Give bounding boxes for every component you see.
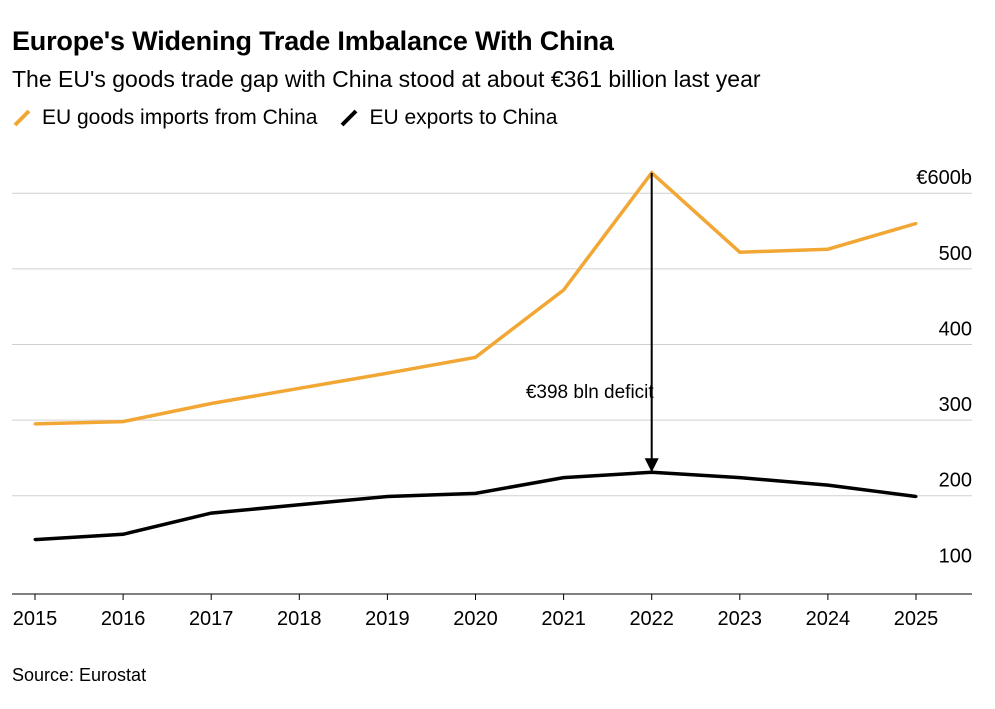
x-tick-label-2021: 2021: [541, 608, 586, 630]
imports-point-2020: [474, 355, 477, 359]
exports-point-2016: [121, 532, 125, 536]
imports-point-2021: [562, 288, 566, 292]
series-lines: [33, 170, 918, 542]
x-tick-label-2019: 2019: [365, 608, 410, 630]
imports-point-2023: [738, 250, 742, 254]
x-tick-label-2016: 2016: [101, 608, 146, 630]
exports-point-2021: [562, 476, 566, 480]
y-tick-label-600: €600b: [916, 167, 972, 189]
x-tick-label-2023: 2023: [718, 608, 763, 630]
exports-point-2017: [209, 511, 213, 515]
x-tick-label-2022: 2022: [629, 608, 674, 630]
deficit-annotation: €398 bln deficit: [526, 172, 659, 473]
chart-subtitle: The EU's goods trade gap with China stoo…: [12, 66, 761, 92]
legend-item-imports: EU goods imports from China: [12, 106, 317, 130]
y-tick-label-200: 200: [939, 470, 972, 492]
x-tick-label-2015: 2015: [13, 608, 58, 630]
y-tick-label-400: 400: [939, 318, 972, 340]
y-tick-label-500: 500: [939, 243, 972, 265]
legend-label-imports: EU goods imports from China: [42, 106, 318, 129]
exports-line: [34, 470, 917, 542]
exports-point-2025: [914, 494, 918, 498]
chart-title: Europe's Widening Trade Imbalance With C…: [12, 26, 614, 56]
legend-swatch-exports: [341, 109, 358, 127]
y-tick-label-100: 100: [939, 545, 972, 567]
x-tick-label-2017: 2017: [189, 608, 234, 630]
deficit-label: €398 bln deficit: [526, 382, 655, 403]
legend-swatch-imports: [13, 109, 31, 127]
x-tick-label-2024: 2024: [806, 608, 851, 630]
source-note: Source: Eurostat: [12, 665, 147, 685]
x-axis: 2015 2016 2017 2018 2019 2020 2021 2022 2023 2024…: [12, 593, 972, 630]
exports-point-2018: [297, 503, 301, 507]
exports-point-2019: [385, 494, 389, 498]
imports-point-2018: [297, 386, 301, 390]
legend-label-exports: EU exports to China: [369, 106, 558, 129]
exports-point-2023: [738, 476, 742, 480]
y-tick-label-300: 300: [939, 394, 972, 416]
imports-point-2024: [826, 247, 830, 251]
imports-point-2025: [914, 221, 918, 225]
imports-point-2017: [209, 401, 213, 405]
imports-point-2015: [33, 422, 37, 426]
exports-point-2015: [33, 538, 37, 542]
x-tick-label-2020: 2020: [453, 608, 498, 630]
exports-point-2020: [474, 491, 477, 495]
y-axis-ticks: 100 200 300 400 500 €600b: [916, 167, 972, 567]
legend-item-exports: EU exports to China: [339, 106, 557, 130]
imports-point-2016: [121, 420, 125, 424]
exports-point-2024: [826, 483, 830, 487]
x-tick-label-2025: 2025: [894, 608, 939, 630]
imports-line: [34, 170, 917, 426]
x-tick-label-2018: 2018: [277, 608, 322, 630]
legend: EU goods imports from China EU exports t…: [12, 106, 579, 130]
imports-point-2019: [385, 371, 389, 375]
deficit-arrow-head: [644, 458, 659, 473]
